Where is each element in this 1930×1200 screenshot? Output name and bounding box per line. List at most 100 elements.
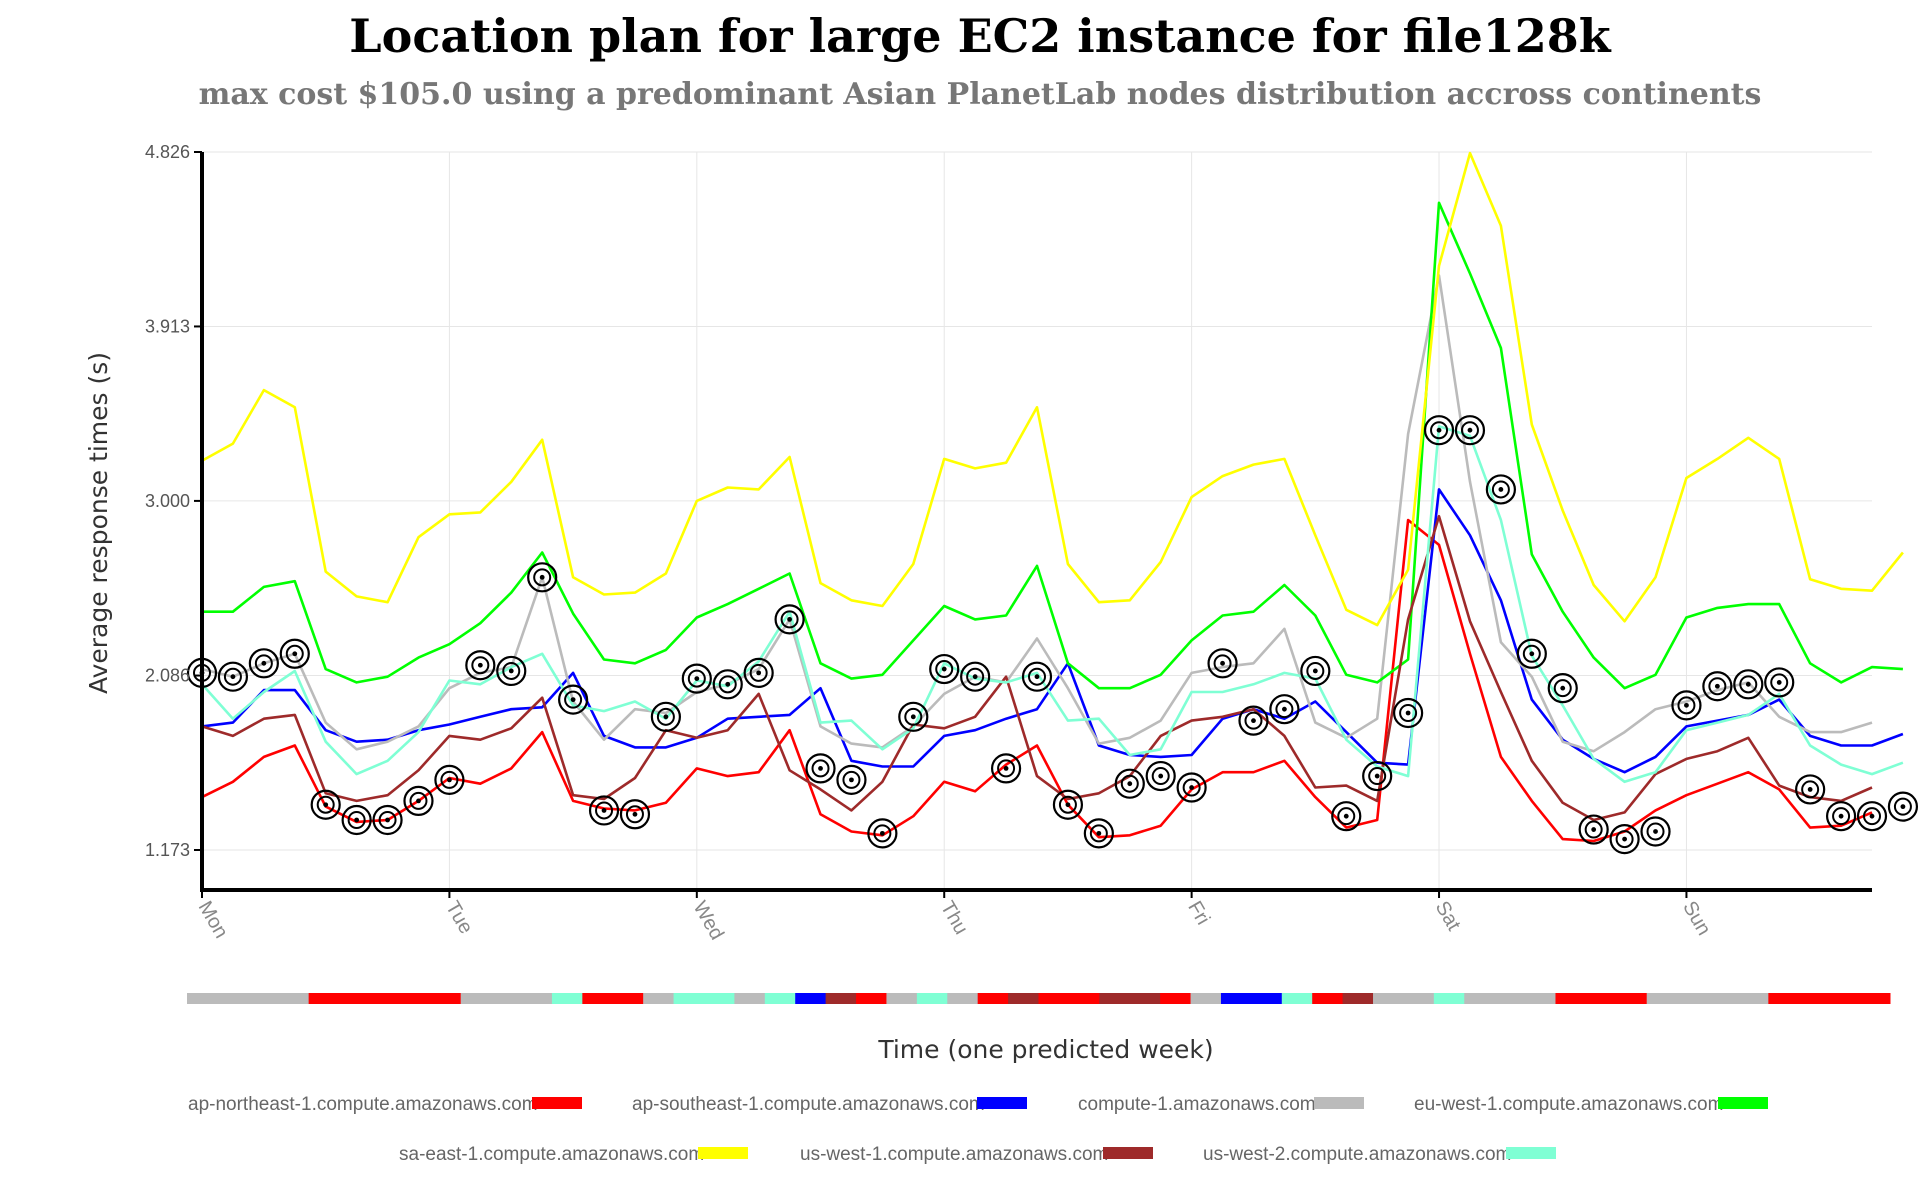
location-strip-segment [308, 993, 462, 1004]
selected-point-outer-ring [1021, 661, 1053, 692]
legend-swatch [1506, 1147, 1556, 1159]
selected-point-outer-ring [1331, 801, 1362, 832]
selected-point-dot [292, 651, 298, 657]
selected-point-inner-ring [595, 801, 614, 820]
selected-point-outer-ring [1083, 818, 1114, 849]
selected-point [650, 701, 681, 732]
selected-point [1640, 816, 1671, 847]
selected-point-outer-ring [1052, 789, 1084, 820]
selected-point-dot [1003, 766, 1009, 771]
selected-point-dot [694, 676, 700, 682]
selected-point-inner-ring [502, 661, 521, 680]
selected-point-outer-ring [341, 804, 372, 836]
selected-point-dot [1838, 813, 1844, 819]
location-strip-segment [795, 993, 827, 1004]
selected-point-outer-ring [1454, 415, 1486, 446]
selected-point-outer-ring [588, 795, 620, 826]
series-line-2 [201, 488, 1904, 774]
selected-point-dot [1560, 685, 1566, 691]
location-strip-segment [1373, 993, 1435, 1004]
legend-swatch [698, 1147, 748, 1159]
selected-point-outer-ring [1269, 694, 1300, 725]
location-strip [187, 993, 1891, 1004]
selected-point-outer-ring [1485, 474, 1516, 505]
x-tick-label: Fri [1183, 898, 1214, 929]
selected-point-inner-ring [1089, 824, 1108, 843]
legend-label: compute-1.amazonaws.com [1078, 1094, 1316, 1115]
selected-point-inner-ring [1801, 780, 1820, 799]
location-strip-segment [1008, 993, 1039, 1004]
selected-point-inner-ring [842, 770, 861, 789]
selected-point-dot [1900, 804, 1906, 810]
selected-point-dot [1684, 702, 1689, 708]
series-line-5 [201, 151, 1904, 627]
location-strip-segment [673, 993, 735, 1004]
selected-point [1454, 415, 1486, 446]
selected-point-outer-ring [1547, 673, 1578, 704]
selected-point [217, 661, 249, 692]
series-line-1 [201, 518, 1873, 843]
location-strip-segment [1190, 993, 1222, 1004]
selected-point-inner-ring [1399, 703, 1418, 722]
selected-point-outer-ring [1423, 415, 1455, 446]
selected-point [558, 684, 589, 715]
selected-point [774, 604, 805, 635]
selected-point-dot [1343, 813, 1349, 819]
selected-point-outer-ring [1114, 768, 1145, 799]
selected-point-dot [941, 666, 947, 672]
selected-point [681, 663, 712, 694]
selected-point-inner-ring [223, 667, 242, 686]
selected-point [403, 785, 434, 816]
selected-point [1269, 694, 1300, 725]
selected-point-outer-ring [960, 661, 991, 692]
x-tick-label: Sun [1678, 898, 1715, 940]
location-strip-segment [1768, 993, 1891, 1004]
selected-point-outer-ring [712, 669, 743, 700]
legend-label: eu-west-1.compute.amazonaws.com [1414, 1094, 1723, 1115]
selected-point-inner-ring [1832, 807, 1851, 826]
selected-point-dot [1127, 781, 1133, 787]
location-strip-segment [886, 993, 918, 1004]
x-tick-label: Tue [441, 898, 477, 938]
selected-point-outer-ring [1825, 801, 1857, 832]
selected-point-outer-ring [1176, 772, 1207, 803]
selected-point-dot [910, 714, 916, 720]
selected-point-inner-ring [285, 644, 304, 663]
selected-point [1702, 671, 1733, 702]
selected-point-outer-ring [1702, 671, 1733, 702]
selected-point [527, 562, 558, 593]
selected-point-dot [385, 817, 390, 823]
selected-point-outer-ring [867, 818, 898, 849]
selected-point-outer-ring [1145, 760, 1176, 792]
selected-point-dot [323, 802, 329, 808]
selected-point-inner-ring [1739, 675, 1758, 694]
selected-point-dot [1282, 706, 1287, 712]
selected-point-dot [787, 616, 792, 622]
selected-point [1516, 638, 1547, 669]
selected-point-dot [1776, 680, 1782, 685]
selected-point [1578, 814, 1609, 845]
legend-item: us-west-2.compute.amazonaws.com [1203, 1144, 1556, 1165]
location-strip-segment [1312, 993, 1344, 1004]
selected-point-outer-ring [1640, 816, 1671, 847]
chart-title: Location plan for large EC2 instance for… [349, 9, 1612, 63]
legend-swatch [1103, 1147, 1153, 1159]
selected-point [929, 653, 960, 685]
selected-point-inner-ring [687, 669, 706, 688]
selected-point [1825, 801, 1857, 832]
x-tick-label: Thu [936, 898, 972, 939]
selected-point-inner-ring [1275, 700, 1294, 719]
selected-point-outer-ring [774, 604, 805, 635]
selected-point-outer-ring [743, 657, 774, 688]
legend-item: us-west-1.compute.amazonaws.com [800, 1144, 1153, 1165]
selected-point-inner-ring [316, 795, 335, 814]
selected-point-inner-ring [1151, 767, 1170, 786]
selected-point [1795, 774, 1826, 805]
selected-point [1207, 648, 1238, 679]
location-strip-segment [977, 993, 1009, 1004]
selected-point-inner-ring [564, 690, 583, 709]
selected-point [960, 661, 991, 692]
location-strip-segment [1433, 993, 1465, 1004]
selected-point-dot [477, 662, 483, 668]
